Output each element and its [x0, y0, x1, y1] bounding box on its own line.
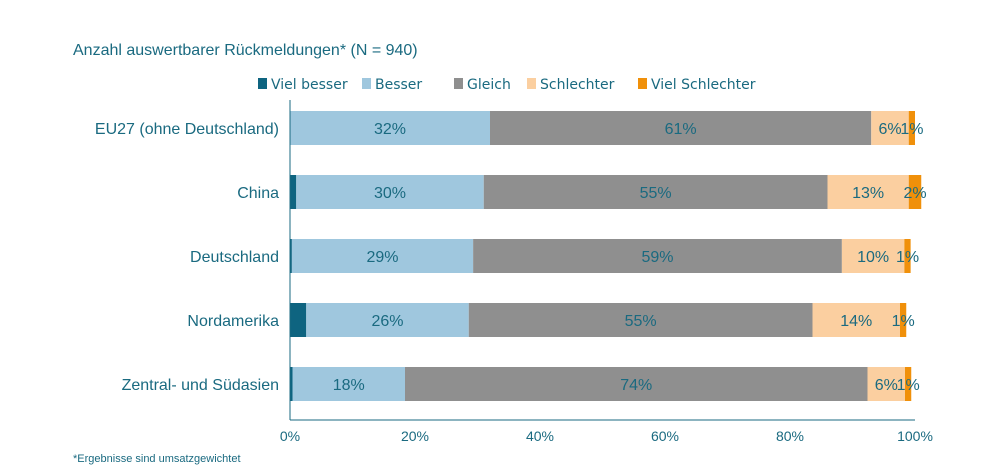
bar-segment [812, 303, 900, 337]
legend-label: Viel besser [271, 77, 348, 93]
category-label: Nordamerika [187, 313, 279, 330]
legend-label: Viel Schlechter [651, 77, 756, 93]
footnote: *Ergebnisse sind umsatzgewichtet [73, 453, 241, 465]
data-label: 30% [374, 185, 406, 202]
data-label: 6% [878, 121, 901, 138]
legend-label: Schlechter [540, 77, 615, 93]
bar-segment [827, 175, 909, 209]
x-tick-label: 80% [776, 428, 804, 444]
legend-swatch [362, 78, 371, 89]
data-label: 74% [620, 377, 652, 394]
data-label: 18% [333, 377, 365, 394]
bar-segment [292, 367, 405, 401]
data-label: 2% [903, 185, 926, 202]
data-label: 1% [892, 313, 915, 330]
x-tick-label: 20% [401, 428, 429, 444]
data-label: 55% [625, 313, 657, 330]
data-label: 61% [665, 121, 697, 138]
data-label: 6% [875, 377, 898, 394]
bar-segment [841, 239, 905, 273]
bar-segment [290, 111, 490, 145]
bar-segment [290, 175, 297, 209]
category-label: Zentral- und Südasien [122, 377, 279, 394]
data-label: 14% [840, 313, 872, 330]
data-label: 55% [640, 185, 672, 202]
bar-segment [867, 367, 905, 401]
data-label: 1% [897, 377, 920, 394]
bar-segment [904, 239, 911, 273]
bar-segment [908, 111, 915, 145]
bar-segment [490, 111, 872, 145]
x-tick-label: 100% [897, 428, 933, 444]
data-label: 10% [857, 249, 889, 266]
bar-segment [291, 239, 474, 273]
x-tick-label: 40% [526, 428, 554, 444]
bar-segment [306, 303, 469, 337]
category-label: EU27 (ohne Deutschland) [95, 121, 279, 138]
bar-segment [405, 367, 868, 401]
bar-segment [290, 239, 292, 273]
x-tick-label: 0% [280, 428, 300, 444]
data-label: 1% [900, 121, 923, 138]
category-label: China [237, 185, 279, 202]
legend-label: Gleich [467, 77, 511, 93]
legend-swatch [527, 78, 536, 89]
data-label: 1% [896, 249, 919, 266]
bar-segment [290, 303, 307, 337]
bar-segment [905, 367, 912, 401]
data-label: 26% [371, 313, 403, 330]
data-label: 29% [366, 249, 398, 266]
bar-segment [871, 111, 909, 145]
bar-segment [900, 303, 907, 337]
data-label: 32% [374, 121, 406, 138]
legend-swatch [638, 78, 647, 89]
category-label: Deutschland [190, 249, 279, 266]
bar-segment [296, 175, 484, 209]
bar-segment [468, 303, 813, 337]
chart-title: Anzahl auswertbarer Rückmeldungen* (N = … [73, 42, 418, 59]
legend-swatch [258, 78, 267, 89]
x-tick-label: 60% [651, 428, 679, 444]
legend-label: Besser [375, 77, 422, 93]
legend-swatch [454, 78, 463, 89]
data-label: 59% [641, 249, 673, 266]
bar-segment [473, 239, 842, 273]
bar-segment [908, 175, 922, 209]
bar-segment [290, 367, 293, 401]
data-label: 13% [852, 185, 884, 202]
bar-segment [483, 175, 828, 209]
